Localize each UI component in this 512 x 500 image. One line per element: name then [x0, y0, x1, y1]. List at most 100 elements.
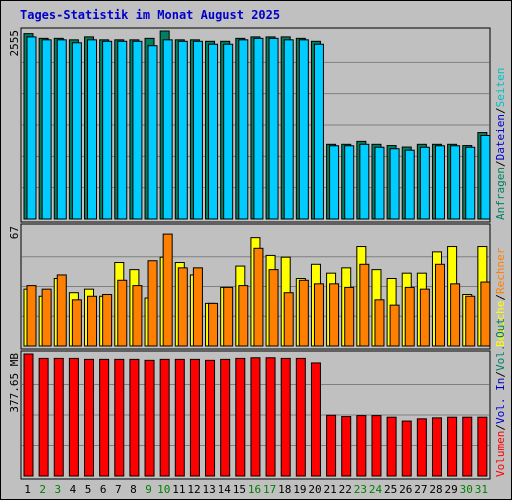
bar-volumen-day-8 [129, 358, 140, 477]
bar-rechner-day-9 [147, 260, 158, 347]
bar-volumen-day-1 [23, 353, 34, 477]
bar-volumen-day-15 [235, 357, 246, 477]
bar-volumen-day-17 [265, 357, 276, 477]
bar-volumen-day-9 [144, 359, 155, 477]
bar-rechner-day-2 [41, 288, 52, 347]
bar-volumen-day-19 [295, 357, 306, 477]
y-axis-label-visits: 67 [8, 226, 21, 239]
bar-rechner-day-25 [389, 304, 400, 347]
bar-volumen-day-13 [205, 359, 216, 477]
bar-rechner-day-15 [238, 285, 249, 347]
bar-rechner-day-28 [434, 263, 445, 347]
bar-volumen-day-2 [38, 357, 49, 477]
bars-volume [23, 353, 488, 477]
bar-rechner-day-19 [298, 279, 309, 347]
x-tick-label-day-27: 27 [414, 483, 427, 496]
bar-rechner-day-27 [419, 288, 430, 347]
side-legend-entry: Besuche [494, 301, 507, 347]
y-axis-label-hits: 2555 [8, 30, 21, 57]
bar-dateien-day-24 [374, 146, 385, 220]
x-tick-label-day-11: 11 [172, 483, 185, 496]
bars-hits [23, 30, 491, 220]
bar-volumen-day-16 [250, 357, 261, 477]
x-tick-label-day-29: 29 [445, 483, 458, 496]
bar-dateien-day-21 [329, 145, 340, 220]
x-tick-label-day-25: 25 [384, 483, 397, 496]
bar-rechner-day-13 [208, 302, 219, 347]
bar-rechner-day-3 [56, 274, 67, 347]
bar-volumen-day-25 [386, 416, 397, 477]
bar-dateien-day-11 [177, 40, 188, 220]
bar-volumen-day-26 [401, 420, 412, 477]
bar-volumen-day-29 [447, 416, 458, 477]
bar-rechner-day-29 [450, 283, 461, 347]
x-tick-label-day-4: 4 [70, 483, 77, 496]
x-tick-label-day-16: 16 [248, 483, 261, 496]
bar-rechner-day-30 [465, 295, 476, 347]
x-tick-label-day-12: 12 [187, 483, 200, 496]
side-legend-entry: / [494, 424, 507, 431]
x-tick-label-day-10: 10 [157, 483, 170, 496]
bar-rechner-day-22 [344, 286, 355, 347]
bar-volumen-day-24 [371, 415, 382, 477]
bar-dateien-day-31 [480, 134, 491, 220]
bar-rechner-day-14 [223, 286, 234, 347]
x-tick-label-day-2: 2 [39, 483, 46, 496]
bar-rechner-day-21 [329, 283, 340, 347]
bar-dateien-day-8 [132, 40, 143, 220]
bar-dateien-day-27 [419, 146, 430, 220]
bar-dateien-day-17 [268, 37, 279, 220]
bar-rechner-day-16 [253, 247, 264, 347]
bar-rechner-day-26 [404, 286, 415, 347]
bar-rechner-day-12 [192, 267, 203, 347]
bar-volumen-day-30 [462, 416, 473, 477]
bar-volumen-day-27 [416, 418, 427, 477]
bar-volumen-day-5 [84, 358, 95, 477]
x-tick-label-day-9: 9 [145, 483, 152, 496]
bar-dateien-day-26 [404, 149, 415, 220]
chart-title: Tages-Statistik im Monat August 2025 [20, 8, 280, 22]
bar-dateien-day-1 [26, 36, 37, 220]
bar-rechner-day-23 [359, 263, 370, 347]
bar-rechner-day-10 [162, 233, 173, 347]
bar-volumen-day-11 [174, 358, 185, 477]
side-legend-entry: Vol. Out [494, 318, 507, 371]
side-legend-entry: / [494, 371, 507, 378]
side-legend-entry: Dateien [494, 114, 507, 160]
bar-volumen-day-14 [220, 358, 231, 477]
bar-dateien-day-10 [162, 39, 173, 220]
bar-volumen-day-7 [114, 358, 125, 477]
side-legend-entry: / [494, 160, 507, 167]
x-tick-label-day-18: 18 [278, 483, 291, 496]
bar-rechner-day-31 [480, 281, 491, 347]
bar-dateien-day-18 [283, 39, 294, 220]
side-legend-entry: Rechner [494, 247, 507, 294]
bar-dateien-day-19 [298, 39, 309, 220]
x-tick-label-day-30: 30 [460, 483, 473, 496]
bar-dateien-day-15 [238, 39, 249, 220]
x-tick-label-day-23: 23 [354, 483, 367, 496]
bar-volumen-day-21 [326, 414, 337, 477]
bar-rechner-day-11 [177, 267, 188, 347]
side-legend-volume: Volumen/Vol. In/Vol. Out [494, 318, 507, 477]
bar-dateien-day-3 [56, 39, 67, 220]
bar-rechner-day-8 [132, 285, 143, 347]
bar-dateien-day-4 [71, 42, 82, 220]
bar-dateien-day-9 [147, 45, 158, 220]
bar-dateien-day-23 [359, 143, 370, 220]
bar-volumen-day-23 [356, 415, 367, 477]
x-tick-label-day-22: 22 [339, 483, 352, 496]
bar-dateien-day-12 [192, 40, 203, 220]
bar-dateien-day-16 [253, 37, 264, 220]
x-tick-label-day-28: 28 [429, 483, 442, 496]
x-tick-label-day-5: 5 [85, 483, 92, 496]
bar-dateien-day-29 [450, 145, 461, 220]
bar-rechner-day-24 [374, 299, 385, 347]
x-tick-label-day-20: 20 [308, 483, 321, 496]
bar-dateien-day-20 [313, 43, 324, 220]
bar-rechner-day-4 [71, 299, 82, 347]
bar-dateien-day-14 [223, 43, 234, 220]
